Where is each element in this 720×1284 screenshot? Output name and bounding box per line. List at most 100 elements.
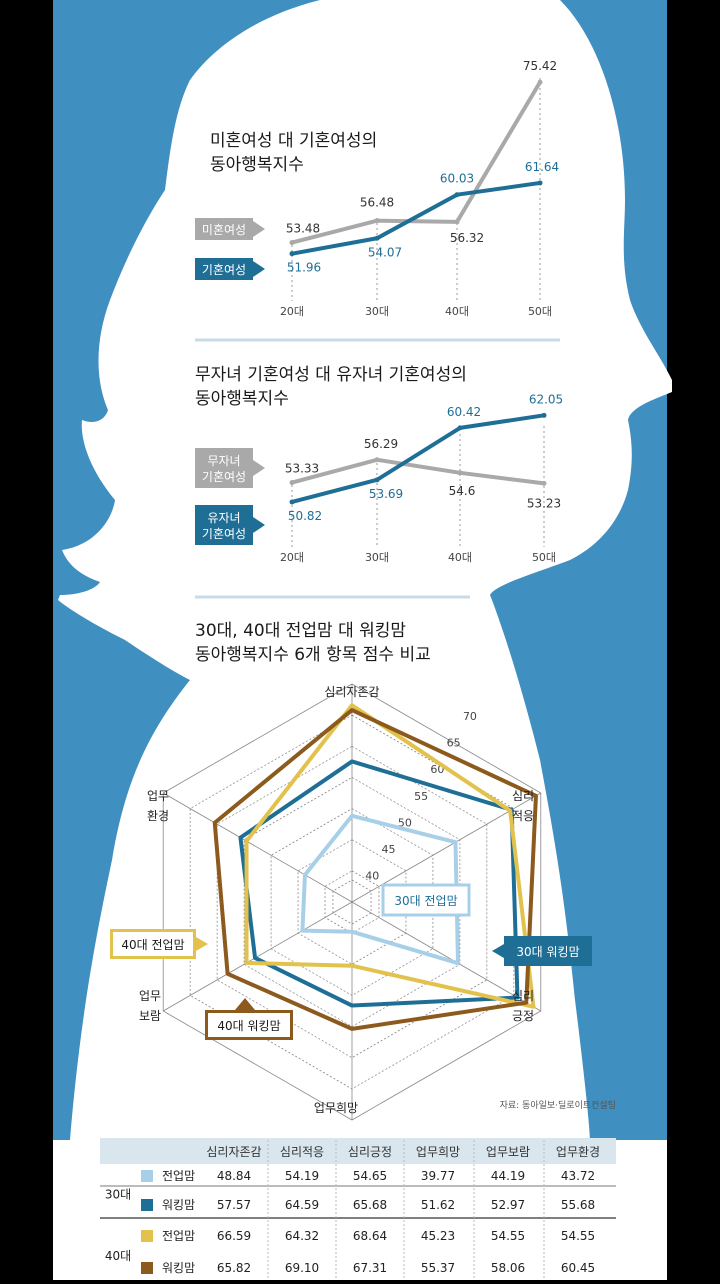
value-label: 51.96	[287, 261, 321, 275]
table-column-header: 심리긍정	[348, 1145, 392, 1159]
legend-label: 기혼여성	[202, 470, 246, 484]
radar-axis-label: 심리	[512, 989, 534, 1003]
value-label: 54.6	[449, 484, 476, 498]
table-row-swatch	[141, 1170, 153, 1182]
radar-axis-label: 업무	[147, 789, 169, 803]
radar-series	[300, 813, 460, 966]
legend-label: 기혼여성	[202, 527, 246, 541]
table-column-header: 업무보람	[486, 1145, 530, 1159]
series-point	[374, 218, 380, 224]
legend-pointer	[253, 460, 265, 476]
table-cell: 54.55	[561, 1229, 595, 1243]
radar-tick-label: 55	[414, 790, 428, 803]
value-label: 53.69	[369, 487, 403, 501]
series-label-box	[381, 883, 471, 917]
table-cell: 44.19	[491, 1169, 525, 1183]
radar-axis-label: 심리자존감	[324, 685, 379, 699]
legend-label: 유자녀	[207, 511, 240, 525]
table-row-name: 워킹맘	[162, 1198, 195, 1212]
value-label: 60.42	[447, 405, 481, 419]
series-point	[457, 425, 463, 431]
table-cell: 69.10	[285, 1261, 319, 1275]
table-cell: 67.31	[353, 1261, 387, 1275]
chart-title-line: 동아행복지수 6개 항목 점수 비교	[195, 645, 431, 665]
legend-pointer	[253, 517, 265, 533]
legend-label: 기혼여성	[202, 263, 246, 277]
radar-tick-label: 65	[447, 737, 461, 750]
series-label-pointer	[492, 944, 504, 958]
legend-pointer	[253, 221, 265, 237]
table-cell: 52.97	[491, 1198, 525, 1212]
table-row-swatch	[141, 1199, 153, 1211]
series-label-inner	[208, 1013, 290, 1037]
radar-tick-label: 70	[463, 710, 477, 723]
category-label: 30대	[365, 305, 389, 318]
chart-title-line: 무자녀 기혼여성 대 유자녀 기혼여성의	[195, 365, 467, 385]
series-point	[289, 480, 295, 486]
value-label: 60.03	[440, 172, 474, 186]
series-point	[454, 219, 460, 225]
table-cell: 64.59	[285, 1198, 319, 1212]
table-row-name: 전업맘	[162, 1229, 195, 1243]
legend-box	[195, 505, 253, 545]
series-label-text: 30대 전업맘	[394, 894, 457, 908]
series-point	[457, 470, 463, 476]
series-point	[289, 240, 295, 246]
series-label-text: 40대 전업맘	[121, 938, 184, 952]
table-cell: 64.32	[285, 1229, 319, 1243]
category-label: 50대	[528, 305, 552, 318]
series-label-text: 30대 워킹맘	[516, 945, 579, 959]
value-label: 50.82	[288, 509, 322, 523]
value-label: 54.07	[368, 245, 402, 259]
table-cell: 58.06	[491, 1261, 525, 1275]
series-label-pointer	[235, 998, 255, 1010]
chart-title-line: 30대, 40대 전업맘 대 워킹맘	[195, 621, 406, 641]
radar-spoke	[163, 901, 353, 1012]
table-cell: 39.77	[421, 1169, 455, 1183]
legend-box	[195, 258, 253, 280]
value-label: 56.32	[450, 231, 484, 245]
table-cell: 68.64	[353, 1229, 387, 1243]
series-line	[291, 457, 545, 486]
series-point	[454, 192, 460, 198]
radar-axis-label: 적응	[512, 809, 534, 823]
table-row-swatch	[141, 1262, 153, 1274]
table-cell: 43.72	[561, 1169, 595, 1183]
category-label: 20대	[280, 551, 304, 564]
series-label-inner	[113, 932, 193, 956]
table-cell: 60.45	[561, 1261, 595, 1275]
table-column-header: 심리자존감	[206, 1145, 261, 1159]
source-note: 자료: 동아일보·딜로이트컨설팅	[500, 1099, 616, 1111]
table-cell: 54.19	[285, 1169, 319, 1183]
table-column-header: 심리적응	[280, 1145, 324, 1159]
table-row-name: 전업맘	[162, 1169, 195, 1183]
category-label: 20대	[280, 305, 304, 318]
series-point	[541, 480, 547, 486]
legend-box	[195, 448, 253, 488]
table-cell: 55.37	[421, 1261, 455, 1275]
radar-tick-label: 40	[365, 869, 379, 882]
series-point	[289, 251, 295, 257]
table-cell: 48.84	[217, 1169, 251, 1183]
legend-pointer	[253, 261, 265, 277]
series-point	[374, 235, 380, 241]
legend-box	[195, 218, 253, 240]
value-label: 53.23	[527, 496, 561, 510]
table-cell: 54.65	[353, 1169, 387, 1183]
table-cell: 54.55	[491, 1229, 525, 1243]
radar-axis-label: 업무희망	[314, 1101, 358, 1115]
series-point	[374, 477, 380, 483]
table-column-header: 업무희망	[416, 1145, 460, 1159]
radar-spoke	[351, 901, 541, 1012]
legend-label: 미혼여성	[202, 223, 246, 237]
series-label-box	[504, 936, 592, 966]
legend-label: 무자녀	[207, 454, 240, 468]
radar-tick-label: 50	[398, 816, 412, 829]
radar-axis-label: 심리	[512, 789, 534, 803]
table-cell: 57.57	[217, 1198, 251, 1212]
chart-title-line: 동아행복지수	[210, 155, 304, 175]
table-row-swatch	[141, 1230, 153, 1242]
